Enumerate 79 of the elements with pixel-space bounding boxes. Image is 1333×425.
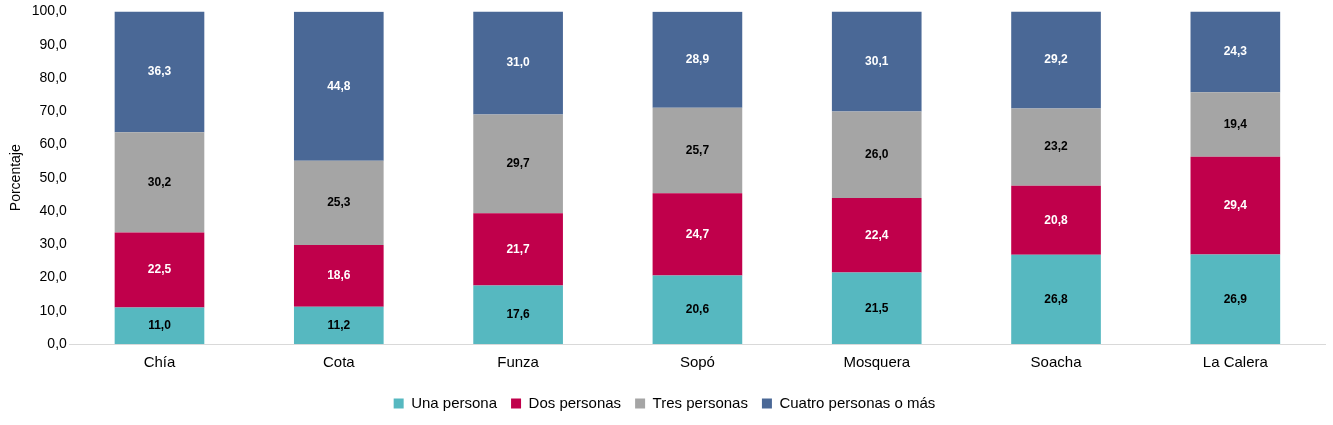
bar [1011, 108, 1101, 186]
bar [831, 111, 922, 198]
data-label: 26,8 [1044, 291, 1069, 306]
y-tick-label: 10,0 [39, 301, 68, 318]
bar [1190, 156, 1281, 255]
y-tick-label: 50,0 [39, 168, 68, 185]
y-tick-label: 60,0 [39, 135, 68, 152]
bar [114, 132, 205, 233]
data-label: 26,0 [865, 147, 889, 162]
data-label: 23,2 [1044, 139, 1069, 154]
bar [652, 275, 743, 344]
y-tick-label: 30,0 [39, 235, 68, 252]
data-label: 29,4 [1223, 197, 1248, 212]
bar [293, 306, 384, 344]
data-label: 25,7 [685, 142, 710, 157]
bar [1190, 254, 1281, 344]
data-label: 36,3 [147, 64, 172, 79]
bar [831, 11, 922, 112]
bar [473, 114, 563, 214]
y-tick-label: 90,0 [39, 35, 68, 52]
bar [1190, 11, 1281, 93]
legend-label: Dos personas [528, 393, 622, 411]
bar [473, 285, 563, 344]
y-axis-title: Porcentaje [7, 144, 24, 212]
data-label: 20,8 [1044, 212, 1069, 227]
bar [114, 232, 205, 308]
x-tick-label: Cota [322, 353, 356, 371]
bar [652, 193, 743, 276]
data-label: 30,2 [147, 174, 172, 189]
bar [1190, 92, 1281, 157]
x-tick-label: Funza [497, 353, 540, 371]
data-label: 25,3 [327, 195, 351, 210]
data-label: 11,0 [148, 318, 172, 333]
bar [293, 244, 384, 307]
bar [831, 197, 922, 273]
legend-label: Una persona [411, 393, 498, 411]
data-label: 21,7 [506, 241, 531, 256]
bar [1011, 11, 1101, 109]
legend-label: Tres personas [652, 393, 748, 411]
y-tick-label: 0,0 [47, 334, 68, 351]
bar [831, 272, 922, 344]
x-tick-label: Chía [143, 353, 176, 371]
data-label: 18,6 [327, 268, 351, 283]
data-label: 29,7 [506, 156, 531, 171]
bar [473, 213, 563, 286]
bar [1011, 185, 1101, 255]
data-label: 28,9 [685, 52, 710, 67]
data-label: 20,6 [685, 302, 710, 317]
data-label: 17,6 [506, 307, 531, 322]
y-tick-label: 80,0 [39, 68, 68, 85]
bar [473, 11, 563, 115]
bar [652, 11, 743, 108]
data-label: 22,4 [865, 227, 889, 242]
y-tick-label: 100,0 [31, 2, 68, 19]
x-tick-label: Soacha [1030, 353, 1083, 371]
data-label: 26,9 [1223, 291, 1248, 306]
bar [114, 307, 205, 344]
data-label: 11,2 [327, 317, 351, 332]
bar [293, 11, 384, 161]
bar [652, 107, 743, 194]
data-label: 29,2 [1044, 52, 1069, 67]
bar [114, 11, 205, 133]
y-tick-label: 70,0 [39, 102, 68, 119]
x-tick-label: Mosquera [843, 353, 911, 371]
data-label: 24,7 [685, 226, 710, 241]
y-tick-label: 20,0 [39, 268, 68, 285]
x-tick-label: Sopó [679, 353, 715, 371]
bar [1011, 254, 1101, 344]
data-label: 44,8 [327, 78, 351, 93]
data-label: 31,0 [506, 55, 531, 70]
data-label: 19,4 [1223, 116, 1248, 131]
data-label: 22,5 [147, 262, 172, 277]
data-label: 21,5 [865, 300, 889, 315]
data-label: 30,1 [865, 53, 889, 68]
x-tick-label: La Calera [1202, 353, 1269, 371]
y-tick-label: 40,0 [39, 201, 68, 218]
bar [293, 160, 384, 245]
data-label: 24,3 [1223, 44, 1248, 59]
legend-label: Cuatro personas o más [779, 393, 936, 411]
